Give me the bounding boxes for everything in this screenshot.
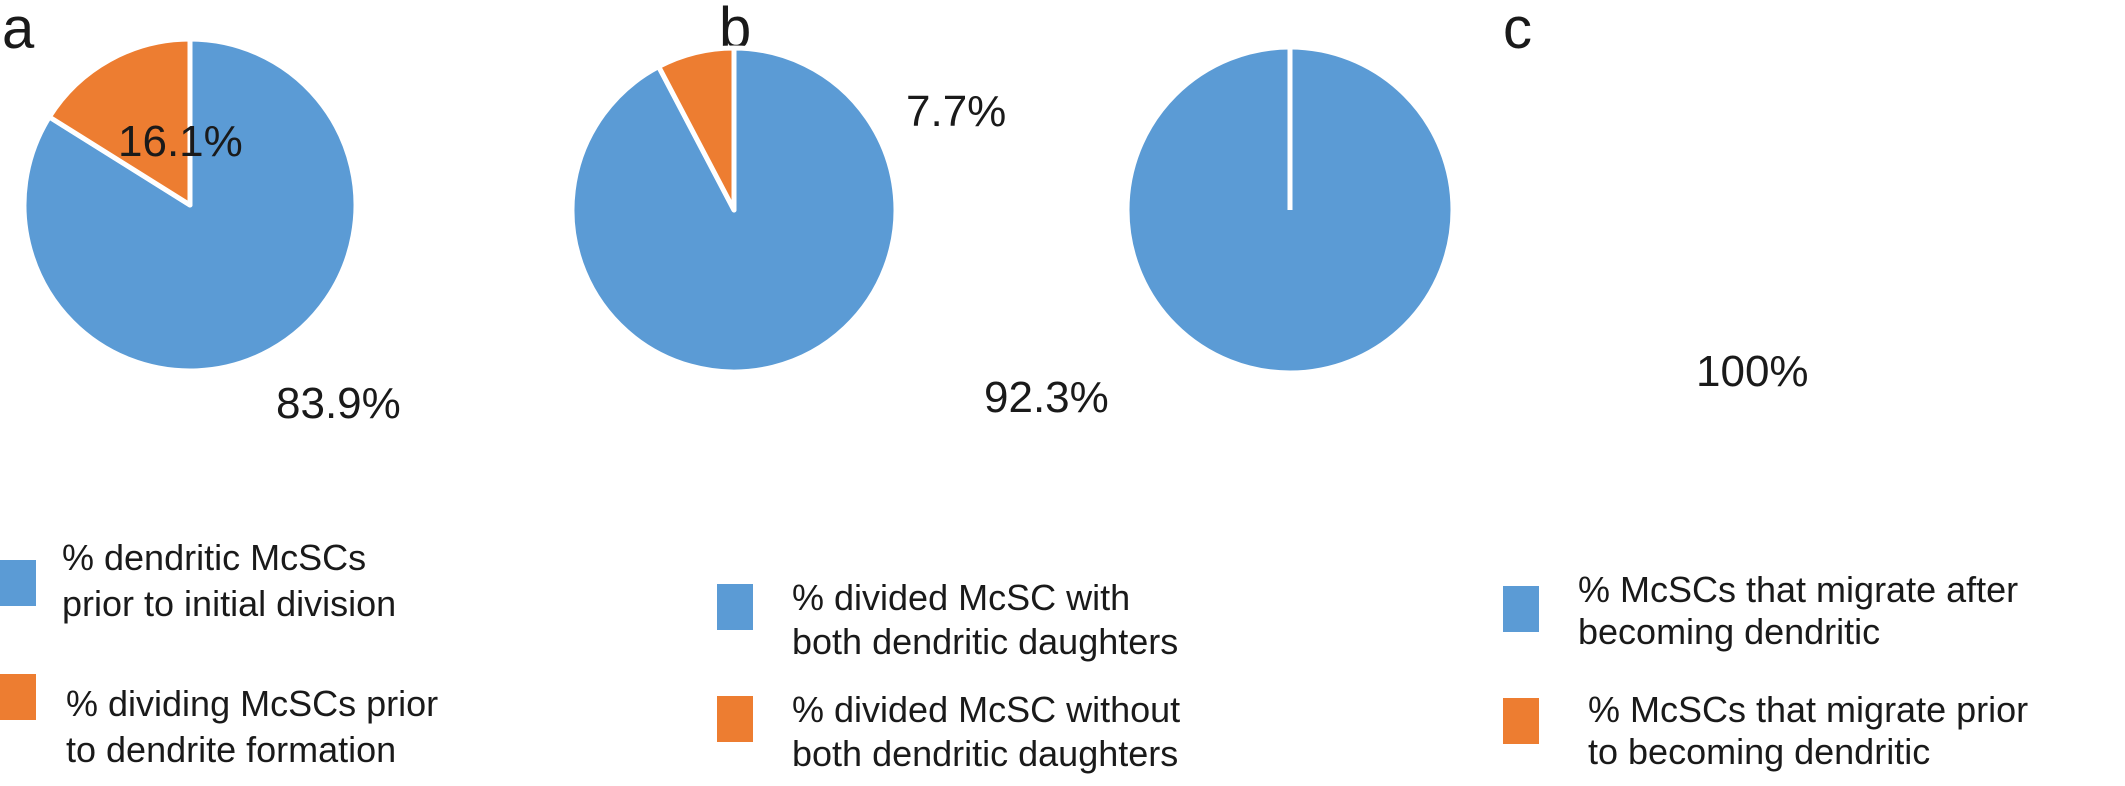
legend-b: % divided McSC with both dendritic daugh… xyxy=(717,577,1190,774)
slice-b-label-0: 92.3% xyxy=(984,373,1109,422)
legend-c-swatch-1 xyxy=(1503,698,1539,744)
legend-c: % McSCs that migrate after becoming dend… xyxy=(1503,569,2038,772)
pie-b-slice-1 xyxy=(656,45,737,213)
legend-b-text-0: % divided McSC with both dendritic daugh… xyxy=(792,577,1178,662)
panel-b: b 7.7% 92.3% % divided McSC with both de… xyxy=(569,0,1190,774)
legend-a-text-1: % dividing McSCs prior to dendrite forma… xyxy=(66,683,448,770)
legend-b-text-1: % divided McSC without both dendritic da… xyxy=(792,689,1190,774)
legend-c-text-1: % McSCs that migrate prior to becoming d… xyxy=(1588,689,2038,772)
pie-chart-c xyxy=(1124,44,1456,376)
legend-a-text-0: % dendritic McSCs prior to initial divis… xyxy=(62,537,396,624)
slice-b-label-1: 7.7% xyxy=(906,87,1006,136)
legend-b-swatch-1 xyxy=(717,696,753,742)
pie-chart-a xyxy=(21,36,359,374)
panel-a: a 16.1% 83.9% % dendritic McSCs prior to… xyxy=(0,0,448,770)
legend-a-swatch-0 xyxy=(0,560,36,606)
slice-c-label-0: 100% xyxy=(1696,347,1809,396)
panel-c: c 100% % McSCs that migrate after becomi… xyxy=(1124,0,2038,772)
slice-a-label-0: 83.9% xyxy=(276,379,401,428)
legend-a: % dendritic McSCs prior to initial divis… xyxy=(0,537,448,770)
legend-c-swatch-0 xyxy=(1503,586,1539,632)
panel-a-label: a xyxy=(2,0,35,61)
legend-a-swatch-1 xyxy=(0,674,36,720)
legend-b-swatch-0 xyxy=(717,584,753,630)
panel-c-label: c xyxy=(1503,0,1532,61)
pie-chart-b xyxy=(569,45,899,375)
legend-c-text-0: % McSCs that migrate after becoming dend… xyxy=(1578,569,2028,652)
pie-a-slice-1 xyxy=(46,36,193,208)
slice-a-label-1: 16.1% xyxy=(118,117,243,166)
